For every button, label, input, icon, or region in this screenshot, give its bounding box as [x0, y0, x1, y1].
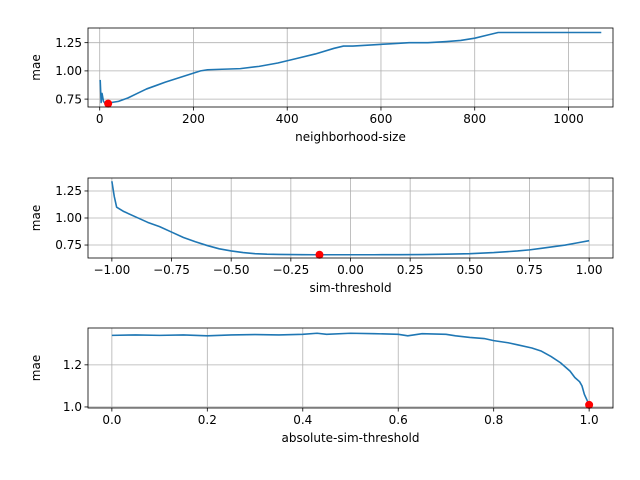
- series-line: [111, 181, 590, 256]
- best-point-marker: [104, 99, 113, 108]
- grid: [88, 328, 613, 408]
- best-point-marker: [585, 400, 594, 409]
- subplot-2: −1.00 −0.75 −0.50 −0.25 0.00 0.25 0.50 0.75 1.00…: [29, 177, 614, 295]
- x-axis-label: sim-threshold: [309, 281, 391, 295]
- x-tick-label: 0.2: [198, 413, 217, 427]
- x-axis-label: absolute-sim-threshold: [281, 431, 419, 445]
- x-tick-label: 0.4: [293, 413, 312, 427]
- x-tick-label: 400: [276, 112, 299, 126]
- x-tick-label: 800: [463, 112, 486, 126]
- x-tick-label: 0.50: [456, 263, 483, 277]
- x-tick-label: 0.75: [516, 263, 543, 277]
- best-point-marker: [315, 250, 324, 259]
- x-tick-label: 1.0: [580, 413, 599, 427]
- x-axis-label: neighborhood-size: [295, 130, 406, 144]
- x-tick-label: 200: [182, 112, 205, 126]
- x-tick-label: 1000: [553, 112, 584, 126]
- x-tick-label: 0.6: [389, 413, 408, 427]
- y-tick-label: 1.0: [63, 400, 82, 414]
- x-tick-label: −1.00: [93, 263, 130, 277]
- series-line: [99, 31, 602, 105]
- subplots: 0 200 400 600 800 1000 0.75 1.00 1.25 neighborhoo…: [29, 27, 614, 445]
- y-tick-label: 0.75: [55, 238, 82, 252]
- y-axis-label: mae: [29, 54, 43, 80]
- x-tick-label: 0.8: [484, 413, 503, 427]
- series-line: [111, 332, 590, 406]
- y-tick-label: 1.00: [55, 211, 82, 225]
- x-tick-label: −0.25: [272, 263, 309, 277]
- x-tick-label: 0: [96, 112, 104, 126]
- axes-frame: [87, 27, 614, 108]
- y-axis-label: mae: [29, 355, 43, 381]
- x-tick-label: 0.00: [337, 263, 364, 277]
- y-tick-label: 1.00: [55, 64, 82, 78]
- y-axis-label: mae: [29, 205, 43, 231]
- grid: [88, 28, 613, 107]
- x-tick-label: 1.00: [576, 263, 603, 277]
- x-tick-label: 0.0: [102, 413, 121, 427]
- y-tick-label: 1.25: [55, 184, 82, 198]
- y-tick-label: 1.25: [55, 36, 82, 50]
- x-tick-label: 600: [370, 112, 393, 126]
- y-tick-label: 1.2: [63, 358, 82, 372]
- subplot-3: 0.0 0.2 0.4 0.6 0.8 1.0 1.0 1.2 absolute-sim-thr…: [29, 327, 614, 445]
- y-tick-label: 0.75: [55, 92, 82, 106]
- axes-frame: [87, 327, 614, 409]
- x-tick-label: −0.50: [213, 263, 250, 277]
- x-tick-label: 0.25: [397, 263, 424, 277]
- x-tick-label: −0.75: [153, 263, 190, 277]
- grid: [88, 178, 613, 258]
- subplot-1: 0 200 400 600 800 1000 0.75 1.00 1.25 neighborhoo…: [29, 27, 614, 144]
